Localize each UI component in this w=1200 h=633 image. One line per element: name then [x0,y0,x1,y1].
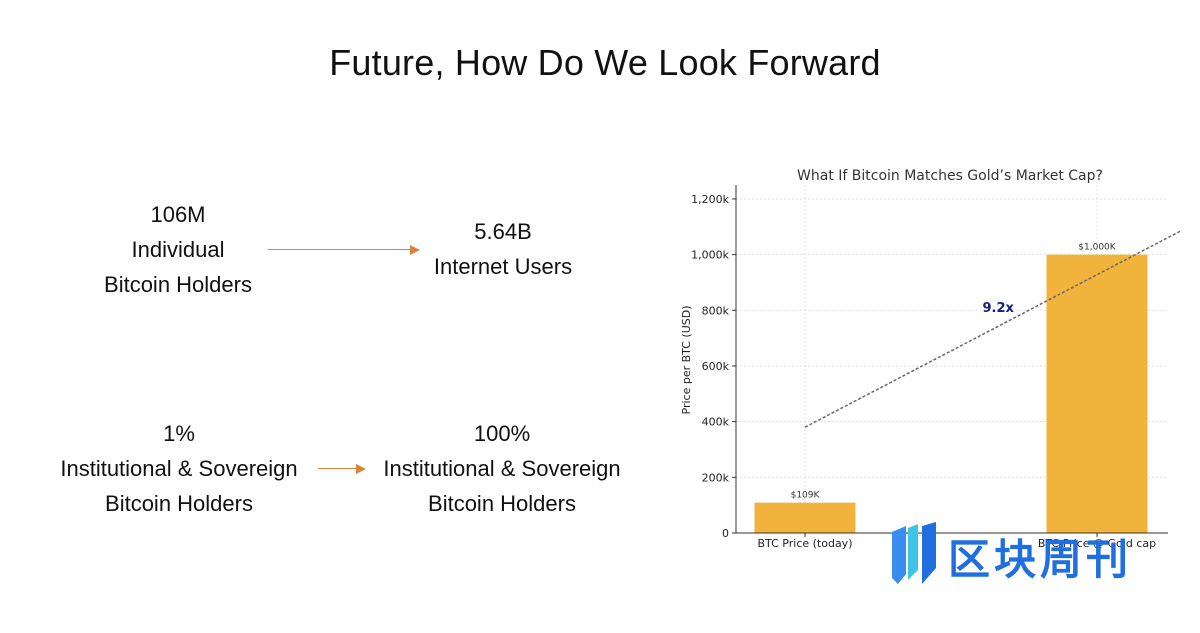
stat-individual-holders: 106M Individual Bitcoin Holders [78,197,278,302]
stat-value: 1% [163,421,195,446]
arrow-right-icon [318,463,366,475]
stat-value: 100% [473,421,531,446]
stat-label: Individual [131,237,225,262]
watermark-text: 区块周刊 [948,536,1133,583]
stat-institutional-today: 1% Institutional & Sovereign Bitcoin Hol… [40,416,318,521]
stat-internet-users: 5.64B Internet Users [413,214,593,284]
stat-label: Institutional & Sovereign [383,456,621,481]
growth-arrow [804,230,1180,428]
stat-value: 106M [150,202,206,227]
bar [1046,254,1148,533]
stat-label: Bitcoin Holders [105,491,253,516]
y-tick-label: 800k [702,304,730,317]
bar-data-label: $1,000K [1078,243,1116,253]
stat-label: Internet Users [433,254,573,279]
growth-annotation: 9.2x [982,301,1014,316]
stat-label: Institutional & Sovereign [60,456,298,481]
y-tick-label: 1,000k [691,249,729,262]
stat-label: Bitcoin Holders [104,272,252,297]
y-tick-label: 1,200k [691,193,729,206]
logo-icon [892,522,936,584]
chart-title: What If Bitcoin Matches Gold’s Market Ca… [797,168,1103,184]
arrow-right-icon [268,244,420,256]
y-tick-label: 400k [702,416,730,429]
y-tick-label: 0 [722,527,729,540]
y-axis-label: Price per BTC (USD) [680,306,693,415]
y-tick-label: 200k [702,471,730,484]
x-tick-label: BTC Price (today) [758,537,853,550]
bar [754,502,856,533]
y-tick-label: 600k [702,360,730,373]
stat-label: Bitcoin Holders [428,491,576,516]
x-tick-label: BTC Price @ Gold cap [1038,537,1156,550]
stat-institutional-future: 100% Institutional & Sovereign Bitcoin H… [364,416,640,521]
watermark-logo: 区块周刊 [888,522,1178,594]
bar-data-label: $109K [791,491,821,501]
bar-chart: What If Bitcoin Matches Gold’s Market Ca… [680,168,1180,550]
stat-value: 5.64B [474,219,532,244]
slide-title: Future, How Do We Look Forward [329,42,881,83]
